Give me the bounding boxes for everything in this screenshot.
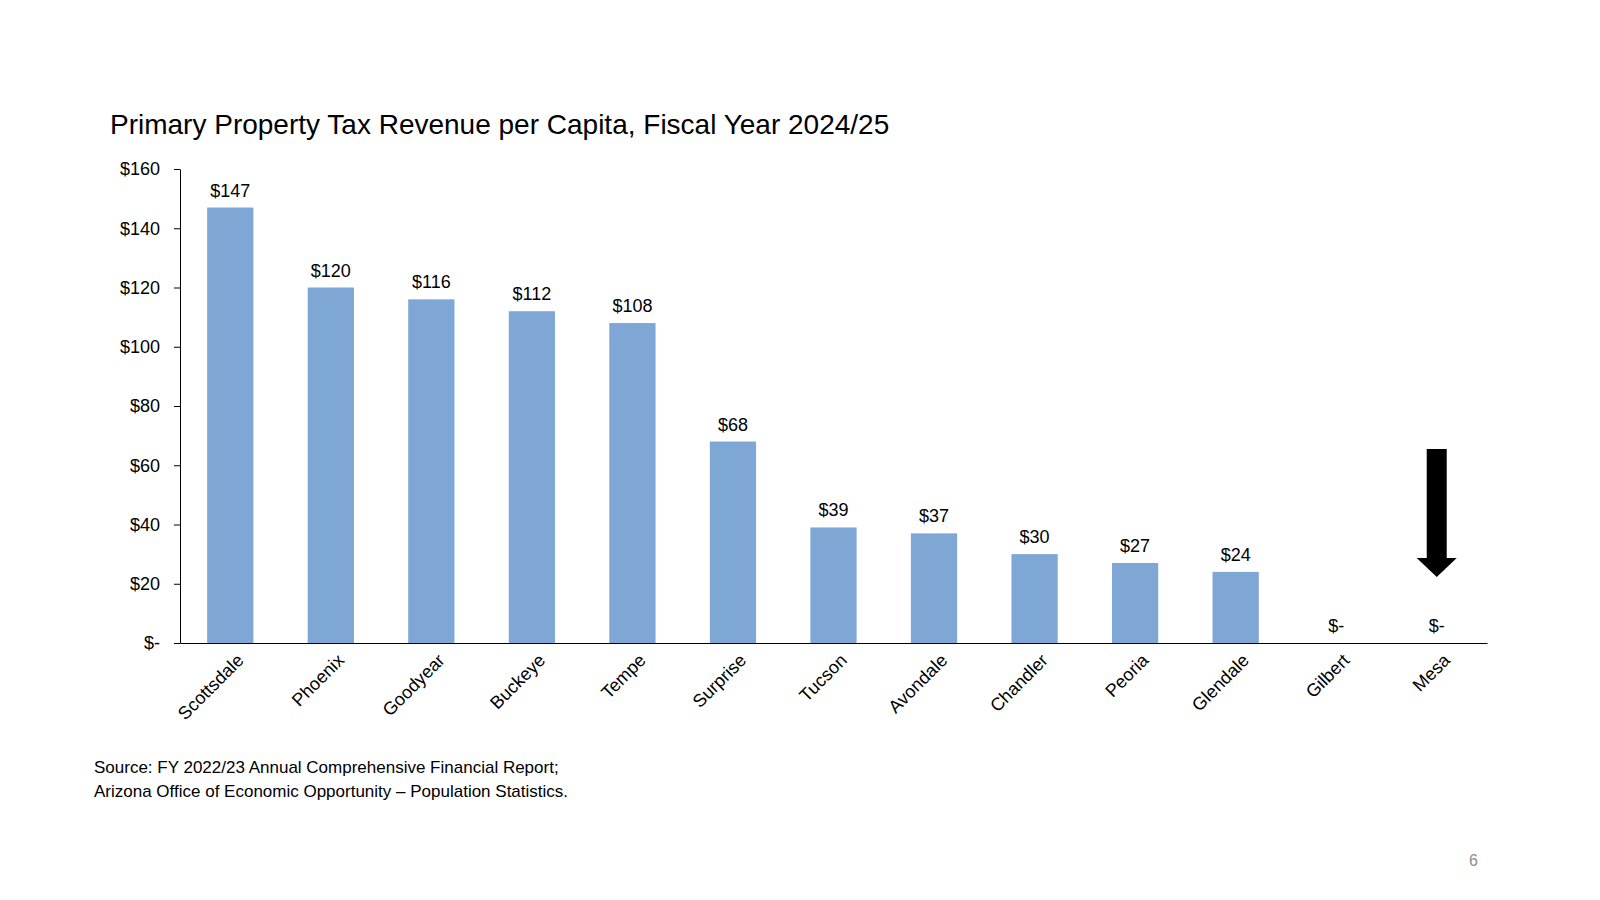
y-axis: $- $20 $40 $60 $80 $100 $120 $140 $160 bbox=[120, 159, 181, 653]
bar bbox=[609, 323, 655, 643]
annotations: Source: FY 2022/23 Annual Comprehensive … bbox=[94, 758, 1478, 869]
x-tick: Buckeye bbox=[486, 650, 549, 713]
x-tick-label: Chandler bbox=[986, 650, 1052, 716]
x-tick-label: Gilbert bbox=[1302, 650, 1354, 702]
y-tick-label: $40 bbox=[130, 515, 160, 535]
y-tick: $20 bbox=[130, 574, 180, 594]
y-tick-label: $- bbox=[144, 633, 160, 653]
x-tick: Avondale bbox=[884, 650, 951, 717]
x-tick-label: Glendale bbox=[1188, 650, 1253, 715]
y-tick: $120 bbox=[120, 278, 180, 298]
bar bbox=[911, 533, 957, 643]
y-tick: $100 bbox=[120, 337, 180, 357]
data-label: $39 bbox=[818, 500, 848, 520]
x-tick-label: Surprise bbox=[689, 650, 751, 712]
y-tick-label: $120 bbox=[120, 278, 160, 298]
data-label: $30 bbox=[1020, 527, 1050, 547]
x-tick: Phoenix bbox=[288, 650, 348, 710]
bar bbox=[1112, 563, 1158, 643]
x-axis-line bbox=[181, 643, 1488, 644]
x-tick: Glendale bbox=[1188, 650, 1253, 715]
x-tick-label: Scottsdale bbox=[174, 650, 248, 724]
x-axis: Scottsdale Phoenix Goodyear Buckeye Tempe Sur… bbox=[174, 644, 1488, 724]
data-label: $147 bbox=[210, 181, 250, 201]
data-label: $68 bbox=[718, 415, 748, 435]
y-tick-mark bbox=[174, 228, 180, 229]
y-tick-mark bbox=[174, 643, 180, 644]
y-tick-label: $140 bbox=[120, 219, 160, 239]
data-label: $27 bbox=[1120, 536, 1150, 556]
bar bbox=[810, 527, 856, 643]
page-number: 6 bbox=[1469, 852, 1478, 869]
y-tick-mark bbox=[174, 406, 180, 407]
arrow bbox=[1417, 449, 1457, 577]
y-tick-label: $100 bbox=[120, 337, 160, 357]
x-tick: Mesa bbox=[1409, 649, 1455, 695]
x-tick: Scottsdale bbox=[174, 650, 248, 724]
bar bbox=[1213, 572, 1259, 643]
y-tick-label: $160 bbox=[120, 159, 160, 179]
bar bbox=[408, 299, 454, 643]
x-tick: Goodyear bbox=[379, 650, 449, 720]
y-tick: $- bbox=[144, 633, 180, 653]
bar bbox=[710, 442, 756, 643]
chart-title: Primary Property Tax Revenue per Capita,… bbox=[110, 109, 889, 140]
bar bbox=[1313, 643, 1359, 644]
x-tick: Gilbert bbox=[1302, 650, 1354, 702]
data-label: $116 bbox=[412, 272, 451, 292]
y-tick: $140 bbox=[120, 219, 180, 239]
bar bbox=[509, 311, 555, 643]
x-tick-label: Goodyear bbox=[379, 650, 449, 720]
y-tick-label: $20 bbox=[130, 574, 160, 594]
x-tick-label: Mesa bbox=[1409, 649, 1455, 695]
data-label: $24 bbox=[1221, 545, 1251, 565]
data-label: $- bbox=[1429, 616, 1445, 636]
y-tick-mark bbox=[174, 525, 180, 526]
data-label: $- bbox=[1328, 616, 1344, 636]
x-tick: Surprise bbox=[689, 650, 751, 712]
bar bbox=[207, 208, 253, 643]
x-tick-label: Peoria bbox=[1101, 649, 1153, 701]
data-label: $37 bbox=[919, 506, 949, 526]
y-tick: $40 bbox=[130, 515, 180, 535]
y-tick-mark bbox=[174, 169, 180, 170]
x-tick: Tempe bbox=[597, 650, 649, 702]
y-tick-mark bbox=[174, 288, 180, 289]
y-tick: $160 bbox=[120, 159, 180, 179]
y-tick-label: $60 bbox=[130, 456, 160, 476]
x-tick: Chandler bbox=[986, 650, 1052, 716]
y-tick-label: $80 bbox=[130, 396, 160, 416]
x-tick: Peoria bbox=[1101, 649, 1153, 701]
x-tick-label: Tucson bbox=[795, 650, 850, 705]
source-note: Arizona Office of Economic Opportunity –… bbox=[94, 782, 568, 801]
x-tick: Tucson bbox=[795, 650, 850, 705]
source-note: Source: FY 2022/23 Annual Comprehensive … bbox=[94, 758, 559, 777]
x-tick-label: Buckeye bbox=[486, 650, 549, 713]
y-axis-line bbox=[180, 170, 181, 644]
bar bbox=[1414, 643, 1460, 644]
y-tick-mark bbox=[174, 465, 180, 466]
x-tick-label: Avondale bbox=[884, 650, 951, 717]
data-labels: $147 $120 $116 $112 $108 $68 $39 $37 $30 $27 $24 $-… bbox=[210, 181, 1444, 636]
y-tick-mark bbox=[174, 584, 180, 585]
data-label: $108 bbox=[612, 296, 652, 316]
x-tick-label: Phoenix bbox=[288, 650, 348, 710]
bars bbox=[207, 208, 1259, 643]
x-tick-label: Tempe bbox=[597, 650, 649, 702]
chart-svg: Primary Property Tax Revenue per Capita,… bbox=[0, 0, 1600, 900]
y-tick-mark bbox=[174, 347, 180, 348]
y-tick: $60 bbox=[130, 456, 180, 476]
data-label: $112 bbox=[513, 284, 552, 304]
bar bbox=[1011, 554, 1057, 643]
bar bbox=[308, 288, 354, 644]
data-label: $120 bbox=[311, 261, 351, 281]
y-tick: $80 bbox=[130, 396, 180, 416]
